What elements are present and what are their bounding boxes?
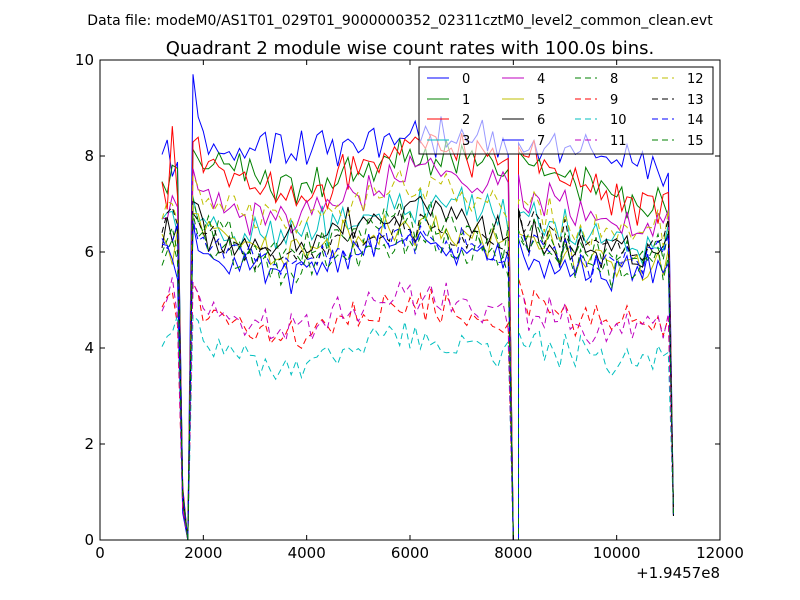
x-tick-label: 0 (95, 544, 105, 562)
series-13-line (161, 206, 674, 541)
series-12-line (161, 168, 674, 541)
y-tick-label: 0 (84, 531, 94, 549)
x-axis: 0 2000 4000 6000 8000 10000 12000 (95, 60, 744, 562)
series-4-line (161, 154, 674, 541)
series-14-line (161, 220, 674, 541)
y-tick-label: 6 (84, 243, 94, 261)
x-tick-label: 4000 (288, 544, 326, 562)
legend-label-13: 13 (687, 93, 704, 108)
legend-label-0: 0 (462, 72, 470, 87)
legend-label-8: 8 (610, 72, 618, 87)
legend-label-10: 10 (610, 113, 627, 128)
legend-label-4: 4 (537, 72, 545, 87)
x-tick-label: 6000 (391, 544, 429, 562)
x-tick-label: 2000 (184, 544, 222, 562)
legend-label-7: 7 (537, 134, 545, 149)
series-11-line (161, 277, 674, 541)
legend-label-11: 11 (610, 134, 627, 149)
series-3-line (161, 185, 674, 541)
x-tick-label: 12000 (696, 544, 744, 562)
series-9-line (161, 278, 674, 541)
series-10-line (161, 314, 674, 541)
y-tick-label: 8 (84, 147, 94, 165)
legend-label-5: 5 (537, 93, 545, 108)
legend-label-14: 14 (687, 113, 704, 128)
legend-label-1: 1 (462, 93, 470, 108)
legend-label-2: 2 (462, 113, 470, 128)
legend-label-15: 15 (687, 134, 704, 149)
data-file-caption: Data file: modeM0/AS1T01_029T01_90000003… (87, 13, 713, 29)
series-layer (161, 74, 674, 541)
series-8-line (161, 198, 674, 541)
x-offset-label: +1.9457e8 (636, 564, 720, 582)
legend-label-3: 3 (462, 134, 470, 149)
chart-title: Quadrant 2 module wise count rates with … (166, 38, 655, 59)
y-tick-label: 4 (84, 339, 94, 357)
series-6-line (161, 195, 674, 541)
y-tick-label: 10 (75, 51, 94, 69)
series-1-line (161, 138, 674, 541)
series-15-line (161, 213, 674, 541)
x-tick-label: 10000 (593, 544, 641, 562)
legend-label-6: 6 (537, 113, 545, 128)
series-7-line (161, 222, 674, 541)
y-tick-label: 2 (84, 435, 94, 453)
series-2-line (161, 126, 674, 541)
series-5-line (161, 212, 674, 541)
legend-label-12: 12 (687, 72, 704, 87)
x-tick-label: 8000 (494, 544, 532, 562)
legend-label-9: 9 (610, 93, 618, 108)
